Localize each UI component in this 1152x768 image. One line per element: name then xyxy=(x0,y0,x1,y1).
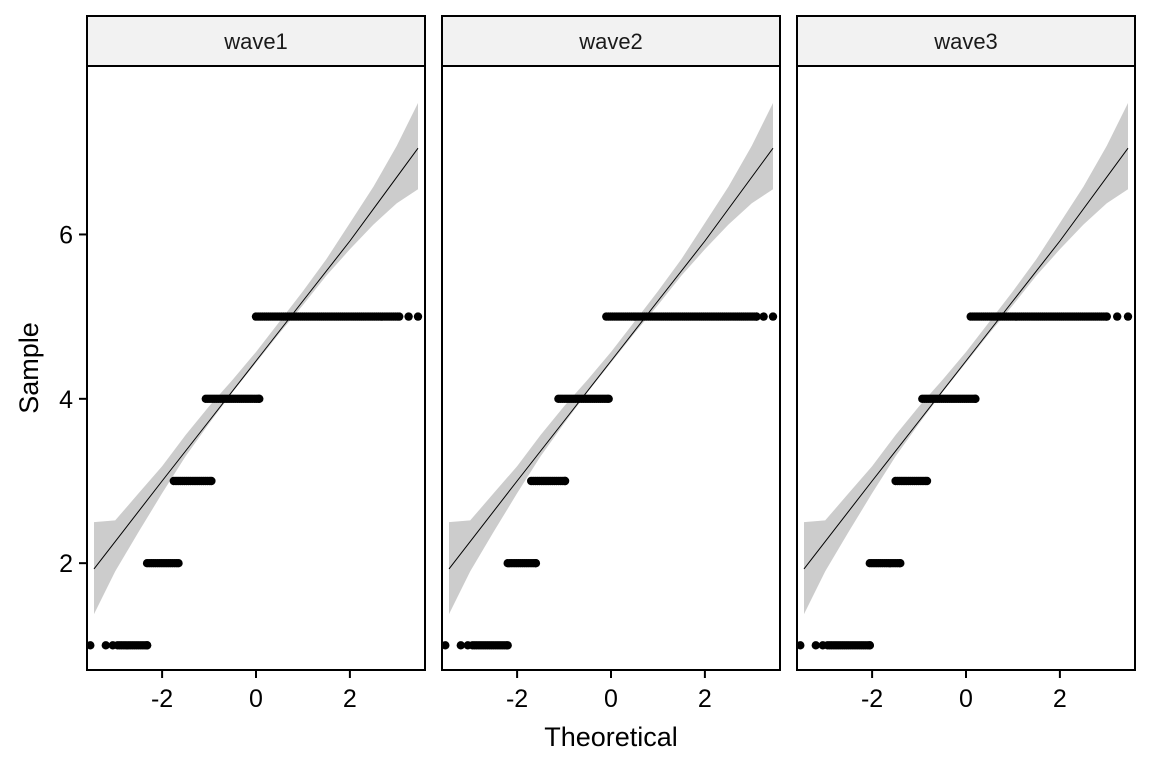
sample-point xyxy=(174,559,183,568)
sample-point xyxy=(441,641,450,650)
y-axis-title: Sample xyxy=(14,322,44,414)
sample-point xyxy=(922,476,932,486)
sample-points xyxy=(796,312,1133,650)
sample-point xyxy=(413,312,423,321)
facet-strip xyxy=(796,15,1136,67)
sample-point xyxy=(1123,312,1133,321)
panel-background xyxy=(442,66,780,670)
sample-point xyxy=(560,476,570,486)
sample-point xyxy=(896,559,905,568)
sample-point xyxy=(255,394,264,403)
sample-point xyxy=(86,641,95,650)
x-axis-title: Theoretical xyxy=(544,722,678,752)
sample-point xyxy=(142,641,152,650)
facet-strip xyxy=(441,15,781,67)
facet-panel-wave2: wave2 -2 0 2 xyxy=(441,15,781,713)
sample-point xyxy=(395,312,404,321)
facet-strip-label: wave1 xyxy=(223,29,288,54)
x-tick-label: 2 xyxy=(698,685,712,713)
sample-point xyxy=(865,641,874,650)
sample-points xyxy=(86,312,423,650)
y-axis: 2 4 6 xyxy=(59,221,87,578)
sample-point xyxy=(456,641,465,650)
sample-point xyxy=(752,312,761,321)
confidence-band xyxy=(449,103,773,615)
panel-background xyxy=(797,66,1135,670)
facet-strip xyxy=(86,15,426,67)
x-tick-label: -2 xyxy=(506,685,528,713)
sample-point xyxy=(531,559,541,568)
facet-panel-wave3: wave3 -2 0 2 xyxy=(796,15,1136,713)
sample-point xyxy=(503,641,512,650)
panel-background xyxy=(87,66,425,670)
confidence-band xyxy=(94,103,418,615)
sample-point xyxy=(811,641,820,650)
y-tick-label: 2 xyxy=(59,550,73,578)
x-tick-label: 2 xyxy=(1053,685,1067,713)
x-tick-label: -2 xyxy=(151,685,173,713)
sample-point xyxy=(768,312,778,321)
facet-strip-label: wave3 xyxy=(933,29,998,54)
facet-panel-wave1: wave1 -2 0 2 xyxy=(86,15,426,713)
reference-line xyxy=(803,147,1129,570)
y-tick-label: 4 xyxy=(59,386,73,414)
facet-panels: wave1 -2 0 2 wave2 -2 0 2 wave3 -2 0 2 xyxy=(86,15,1136,713)
sample-point xyxy=(207,476,216,486)
x-tick-label: -2 xyxy=(861,685,883,713)
reference-line xyxy=(448,147,774,570)
sample-point xyxy=(404,312,413,321)
sample-point xyxy=(463,641,472,650)
facet-strip-label: wave2 xyxy=(578,29,643,54)
sample-points xyxy=(441,312,778,650)
x-tick-label: 2 xyxy=(343,685,357,713)
sample-point xyxy=(101,641,111,650)
sample-point xyxy=(1113,312,1122,321)
x-tick-label: 0 xyxy=(604,685,618,713)
sample-point xyxy=(108,641,118,650)
sample-point xyxy=(604,394,613,403)
x-tick-label: 0 xyxy=(249,685,263,713)
sample-point xyxy=(971,394,980,403)
sample-point xyxy=(1102,312,1112,321)
y-tick-label: 6 xyxy=(59,221,73,249)
sample-point xyxy=(818,641,827,650)
sample-point xyxy=(796,641,805,650)
confidence-band xyxy=(804,103,1128,615)
x-tick-label: 0 xyxy=(959,685,973,713)
reference-line xyxy=(93,147,419,570)
sample-point xyxy=(759,312,768,321)
